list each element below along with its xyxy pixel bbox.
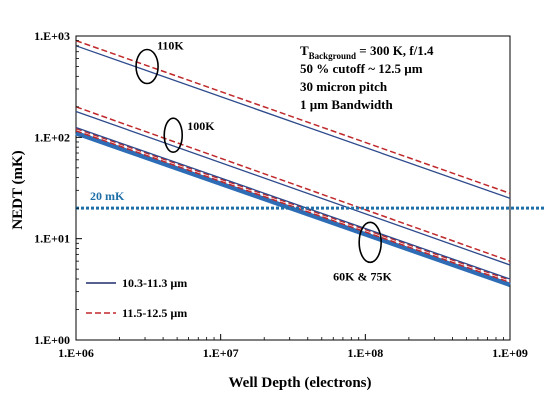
- legend-label: 10.3-11.3 µm: [122, 276, 187, 290]
- x-tick-label: 1.E+08: [347, 346, 383, 360]
- info-line: 1 µm Bandwidth: [300, 97, 394, 112]
- axes-layer: 1.E+06 1.E+07 1.E+08 1.E+09 1.E+00 1.E+01 1.E+…: [34, 29, 528, 360]
- reference-line-label: 20 mK: [90, 189, 125, 203]
- info-line-main: 50 % cutoff ~ 12.5 µm: [300, 61, 423, 76]
- series-line-100k-dashed: [75, 106, 511, 262]
- series-line-110k-solid: [75, 45, 511, 199]
- y-tick-label: 1.E+02: [34, 130, 70, 144]
- info-line: 50 % cutoff ~ 12.5 µm: [300, 61, 423, 76]
- series-line-75k-solid: [75, 126, 511, 280]
- info-line-subscript: Background: [309, 51, 356, 61]
- series-line-75k-dashed: [75, 127, 511, 281]
- info-line-main: 30 micron pitch: [300, 79, 388, 94]
- series-line-60k-dashed: [75, 130, 511, 284]
- annotation-ellipse-110k: [135, 48, 159, 85]
- y-tick-label: 1.E+03: [34, 29, 70, 43]
- info-line-main: T: [300, 43, 309, 58]
- plot-frame: [75, 35, 511, 341]
- series-line-100k-solid: [75, 110, 511, 266]
- y-tick-label: 1.E+00: [34, 333, 70, 347]
- annotation-ellipse-100k: [163, 117, 184, 153]
- info-block: TBackground = 300 K, f/1.450 % cutoff ~ …: [300, 43, 434, 112]
- legend-label: 11.5-12.5 µm: [122, 306, 187, 320]
- info-line: 30 micron pitch: [300, 79, 388, 94]
- annotation-label-100k: 100K: [187, 119, 215, 133]
- x-tick-label: 1.E+07: [203, 346, 239, 360]
- legend: 10.3-11.3 µm 11.5-12.5 µm: [86, 276, 187, 320]
- plot-area: [75, 35, 511, 341]
- annotation-label-110k: 110K: [157, 39, 184, 53]
- series-line-110k-dashed: [75, 39, 511, 195]
- reference-line-layer: 20 mK: [76, 189, 545, 210]
- info-line-main: 1 µm Bandwidth: [300, 97, 394, 112]
- annotation-label-60k-75k: 60K & 75K: [333, 269, 392, 283]
- x-axis-title: Well Depth (electrons): [228, 375, 371, 391]
- info-line: TBackground = 300 K, f/1.4: [300, 43, 434, 61]
- y-tick-label: 1.E+01: [34, 232, 70, 246]
- x-tick-label: 1.E+09: [492, 346, 528, 360]
- y-axis-title: NEDT (mK): [10, 150, 26, 229]
- info-line-rest: = 300 K, f/1.4: [356, 43, 434, 58]
- annotation-layer: 110K 100K 60K & 75K: [135, 39, 392, 283]
- x-tick-label: 1.E+06: [58, 346, 94, 360]
- annotation-ellipse-60k-75k: [358, 221, 382, 264]
